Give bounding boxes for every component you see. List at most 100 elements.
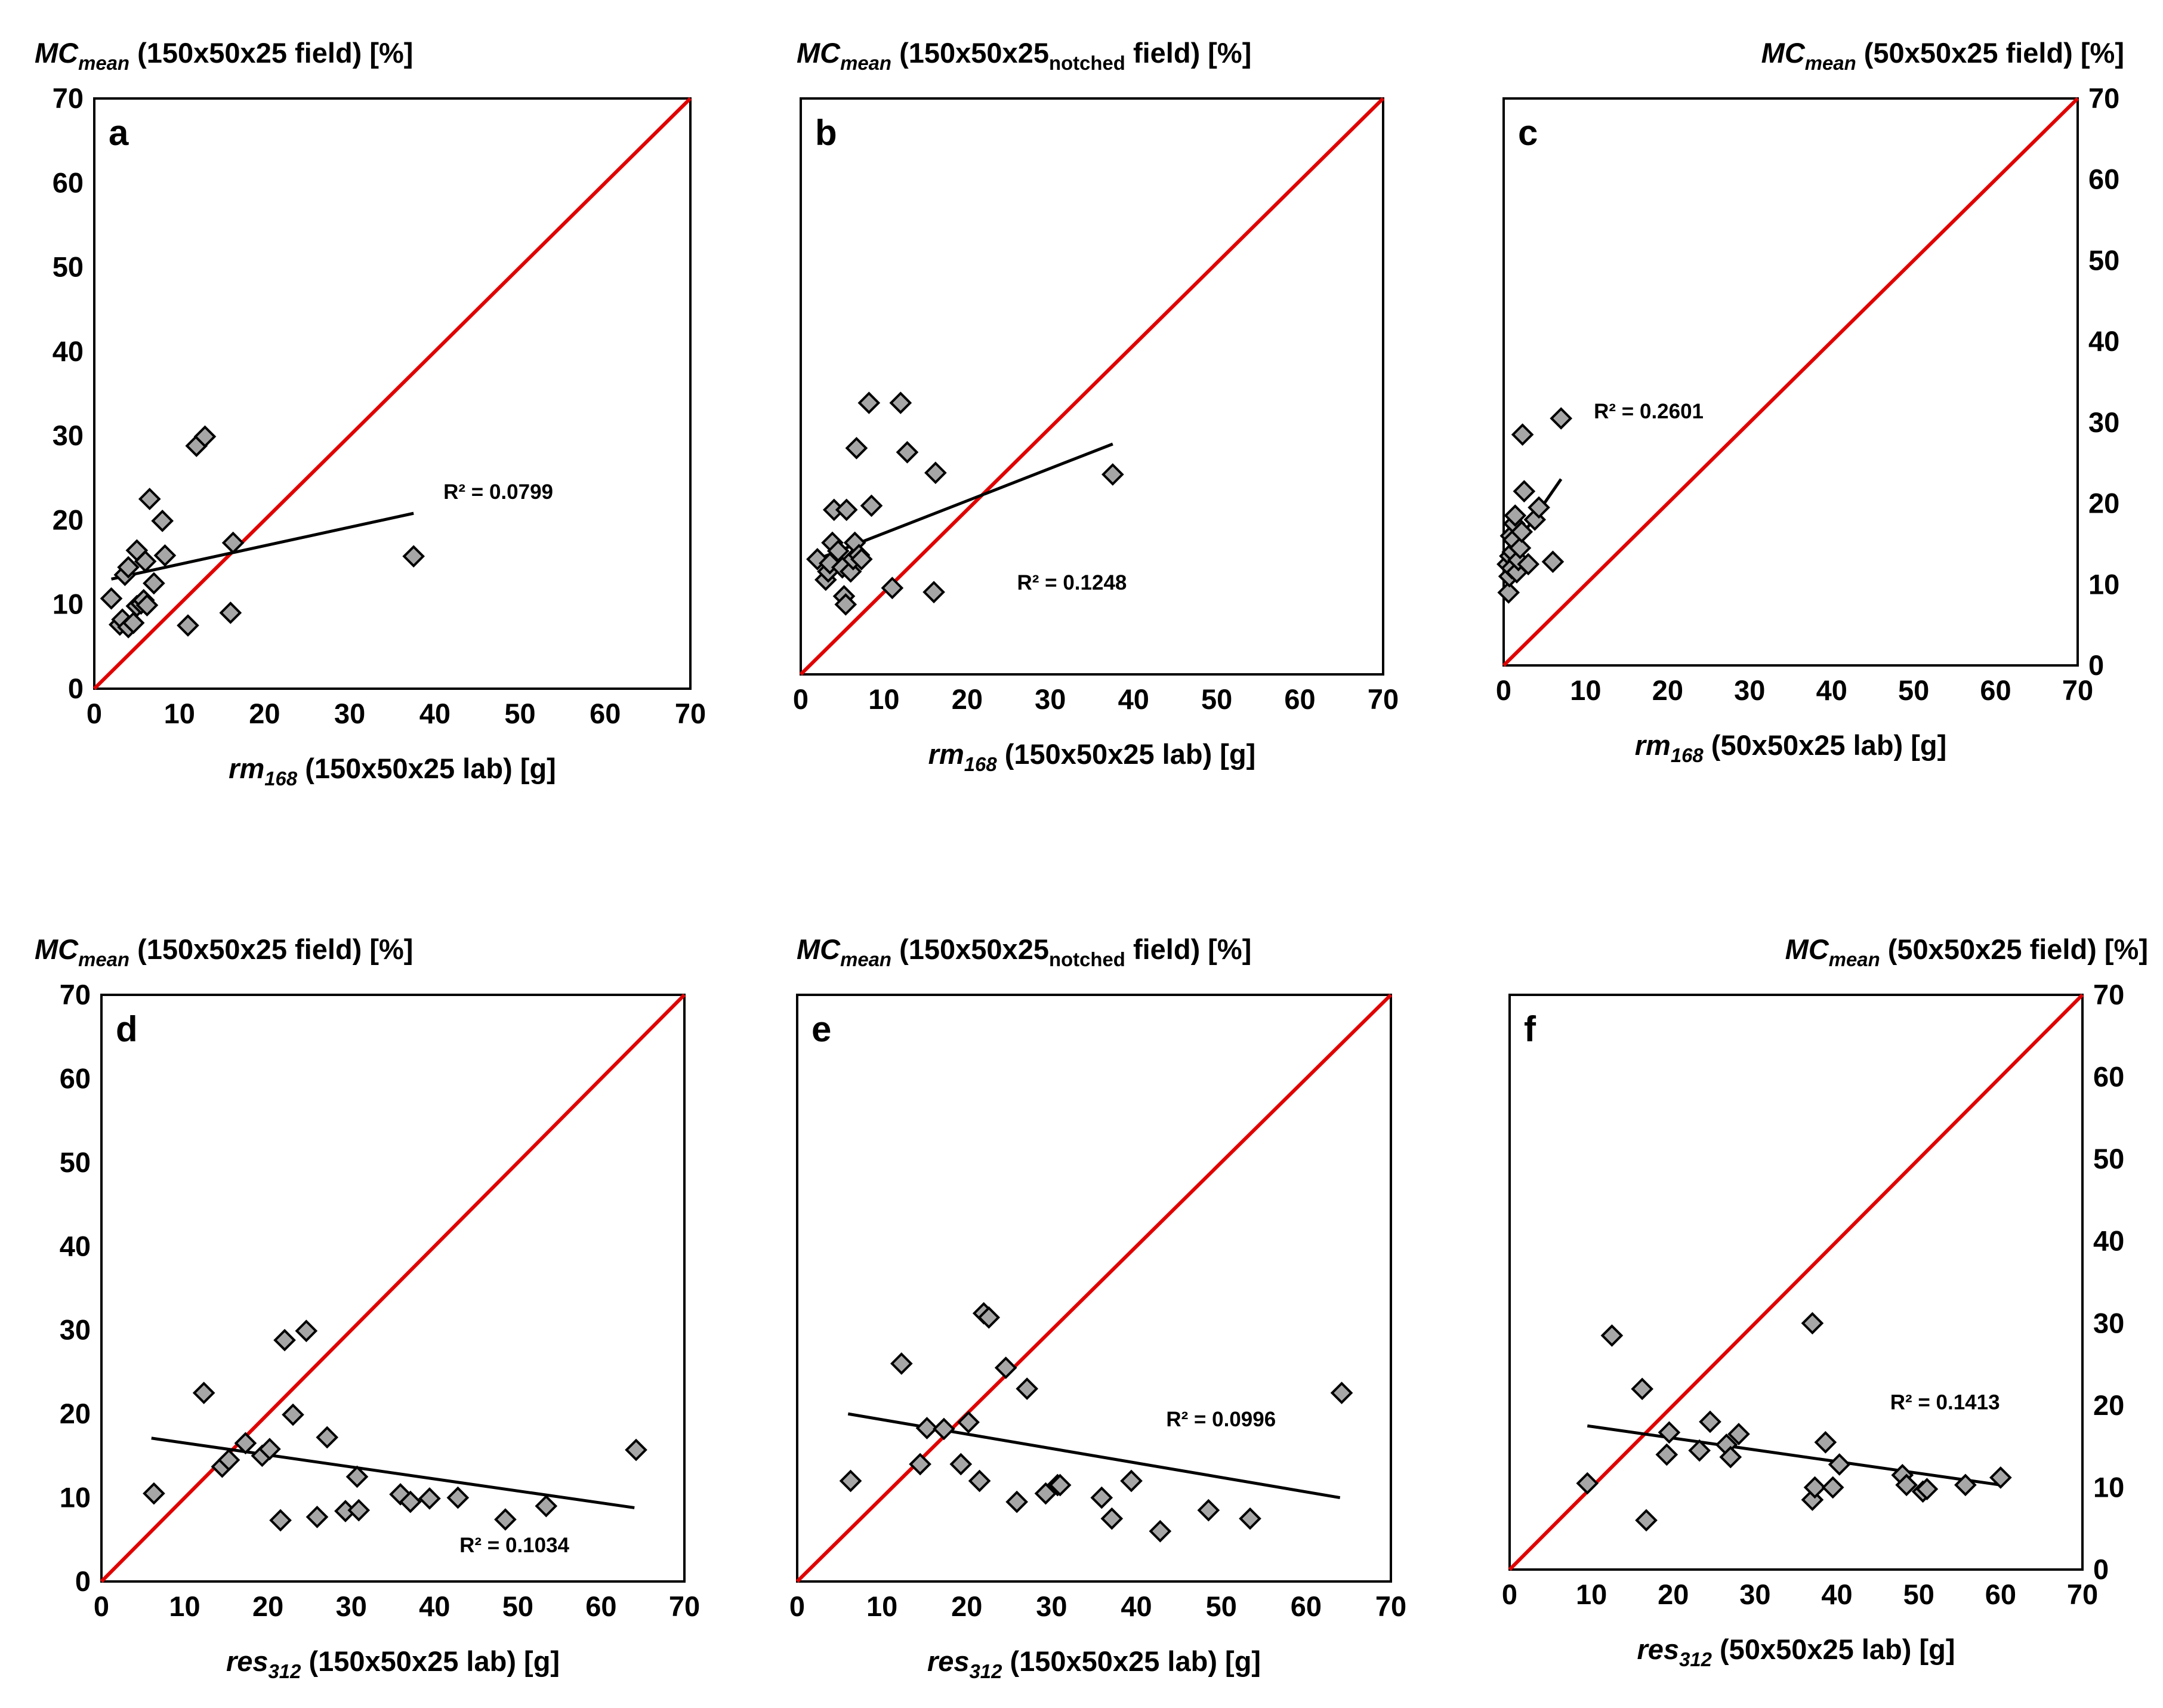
identity-line <box>799 97 1385 676</box>
panel-letter: c <box>1518 113 1538 153</box>
y-tick-label: 0 <box>2093 1553 2109 1585</box>
data-point <box>1100 1507 1124 1530</box>
data-point <box>192 1382 215 1404</box>
data-point <box>915 1417 939 1439</box>
data-point <box>1915 1478 1939 1501</box>
x-tick-label: 70 <box>2062 674 2093 706</box>
x-tick-label: 40 <box>1821 1578 1852 1610</box>
panel-letter: d <box>116 1009 138 1049</box>
data-point <box>994 1356 1017 1379</box>
x-tick-label: 70 <box>2067 1578 2098 1610</box>
data-point <box>845 437 868 460</box>
data-point <box>1513 480 1536 503</box>
panel-d: 0 10 20 30 40 50 60 70 0 10 20 30 40 50 60 70 d R² = 0.10… <box>35 933 700 1682</box>
data-point <box>860 494 883 517</box>
panel-e: 0 10 20 30 40 50 60 70 e R² = 0.0996 MCmean (150x5… <box>789 933 1406 1682</box>
data-point <box>217 1448 240 1472</box>
x-tick-label: 50 <box>1903 1578 1934 1610</box>
data-point <box>839 1469 862 1493</box>
x-tick-label: 10 <box>868 683 899 715</box>
y-tick-label: 0 <box>68 673 84 704</box>
data-point <box>835 498 858 522</box>
y-tick-label: 70 <box>60 979 91 1010</box>
identity-line <box>92 97 692 690</box>
data-point <box>1197 1499 1220 1522</box>
data-point <box>1655 1443 1678 1466</box>
x-tick-label: 70 <box>669 1590 700 1622</box>
y-tick-label: 20 <box>53 504 84 535</box>
y-tick-label: 20 <box>2093 1389 2124 1421</box>
x-tick-label: 20 <box>249 698 280 729</box>
x-tick-label: 30 <box>334 698 365 729</box>
data-point <box>446 1486 470 1509</box>
trendline <box>111 511 414 581</box>
trendline <box>1587 1424 2001 1487</box>
data-point <box>1016 1377 1039 1400</box>
data-point <box>418 1487 441 1510</box>
trendline <box>151 1436 635 1509</box>
x-tick-label: 20 <box>252 1590 283 1622</box>
data-point <box>1090 1486 1113 1509</box>
x-axis-title: rm168 (50x50x25 lab) [g] <box>1635 729 1947 766</box>
data-point <box>1719 1445 1742 1469</box>
y-axis-title: MCmean (150x50x25 field) [%] <box>35 933 413 970</box>
data-point <box>138 488 161 510</box>
data-point <box>1727 1423 1750 1445</box>
data-point <box>1989 1466 2012 1489</box>
identity-line <box>795 993 1393 1583</box>
x-tick-label: 20 <box>952 683 983 715</box>
y-axis-title: MCmean (150x50x25notched field) [%] <box>797 37 1251 74</box>
y-tick-label: 0 <box>2088 649 2104 681</box>
x-tick-label: 60 <box>1291 1590 1322 1622</box>
x-tick-label: 60 <box>585 1590 616 1622</box>
x-tick-label: 0 <box>789 1590 805 1622</box>
data-point <box>857 391 881 414</box>
data-point <box>1504 504 1527 527</box>
data-point <box>1828 1453 1851 1476</box>
x-tick-label: 0 <box>1496 674 1511 706</box>
data-point <box>1330 1382 1353 1404</box>
x-tick-label: 30 <box>1739 1578 1770 1610</box>
y-axis-title: MCmean (150x50x25notched field) [%] <box>797 933 1251 970</box>
y-tick-label: 60 <box>2093 1061 2124 1093</box>
data-point <box>100 587 123 610</box>
r-squared-label: R² = 0.0996 <box>1166 1408 1276 1431</box>
x-tick-label: 40 <box>419 698 451 729</box>
data-point <box>295 1319 318 1342</box>
data-point <box>1576 1472 1599 1495</box>
y-tick-label: 30 <box>53 420 84 451</box>
y-tick-label: 10 <box>53 588 84 620</box>
data-point <box>151 510 174 532</box>
data-point <box>1239 1507 1261 1530</box>
x-tick-label: 10 <box>1570 674 1601 706</box>
identity-line <box>1508 993 2084 1571</box>
data-point <box>1600 1324 1624 1347</box>
r-squared-label: R² = 0.1413 <box>1890 1391 2000 1414</box>
y-tick-label: 50 <box>60 1146 91 1178</box>
x-tick-label: 40 <box>1816 674 1847 706</box>
y-tick-label: 10 <box>2093 1471 2124 1503</box>
data-point <box>881 576 904 600</box>
r-squared-label: R² = 0.2601 <box>1594 400 1704 423</box>
data-point <box>1497 581 1520 604</box>
data-point <box>273 1328 296 1352</box>
identity-line <box>100 993 686 1583</box>
data-point <box>1511 423 1534 446</box>
data-point <box>399 1490 422 1513</box>
x-tick-label: 70 <box>675 698 706 729</box>
data-point <box>924 461 947 485</box>
y-tick-label: 0 <box>75 1565 91 1597</box>
data-point <box>1821 1476 1844 1499</box>
data-point <box>977 1306 1001 1329</box>
data-point <box>347 1499 371 1522</box>
data-point <box>625 1438 647 1462</box>
x-tick-label: 40 <box>1118 683 1149 715</box>
y-tick-label: 50 <box>2093 1143 2124 1174</box>
data-point <box>1688 1439 1711 1462</box>
data-point <box>219 602 242 624</box>
data-point <box>850 548 873 571</box>
data-point <box>922 581 945 603</box>
data-point <box>316 1426 339 1449</box>
x-tick-label: 40 <box>419 1590 450 1622</box>
